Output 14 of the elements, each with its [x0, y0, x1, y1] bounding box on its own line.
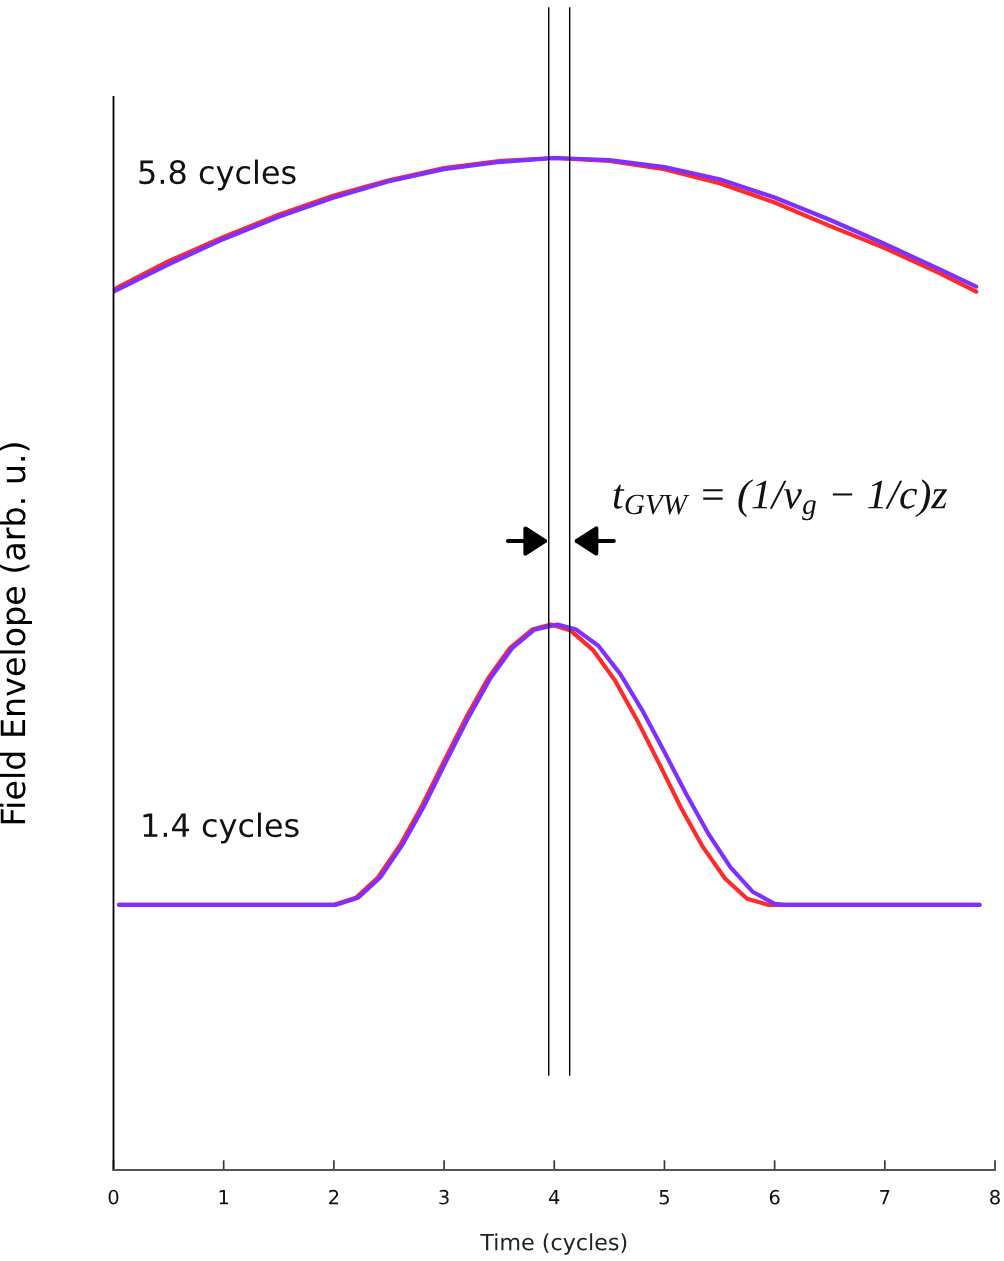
- x-tick-label: 7: [880, 1190, 890, 1205]
- x-axis-title: Time (cycles): [480, 1233, 627, 1255]
- annotation: 5.8 cycles: [139, 159, 296, 191]
- annotation: t$_{GVW}$ = (1/v$_{g}$ − 1/c)z: [613, 479, 948, 521]
- x-tick-label: 8: [990, 1189, 1000, 1205]
- x-tick-label: 0: [108, 1189, 119, 1205]
- x-tick-label: 4: [549, 1190, 560, 1205]
- y-axis-title: Field Envelope (arb. u.): [0, 443, 32, 824]
- x-tick-label: 5: [659, 1190, 669, 1205]
- annotation: 1.4 cycles: [143, 812, 299, 844]
- x-tick-label: 6: [769, 1189, 780, 1205]
- x-tick-label: 2: [329, 1189, 339, 1205]
- x-tick-label: 1: [219, 1190, 229, 1205]
- x-tick-label: 3: [439, 1189, 449, 1205]
